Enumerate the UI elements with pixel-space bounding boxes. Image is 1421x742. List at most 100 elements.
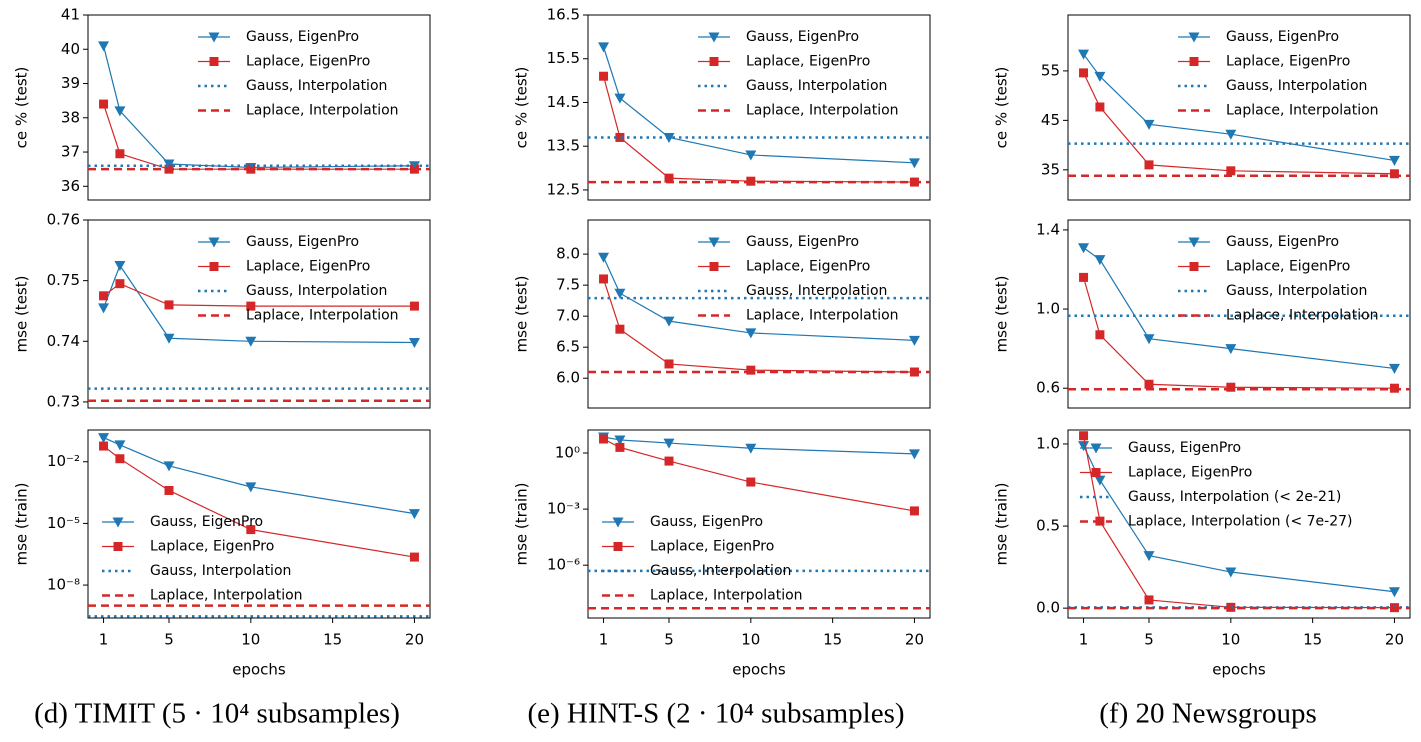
marker xyxy=(908,158,920,169)
marker xyxy=(1188,32,1200,43)
legend-label: Laplace, EigenPro xyxy=(246,259,370,275)
y-tick-label: 0.76 xyxy=(47,211,80,229)
y-tick-label: 10⁻² xyxy=(47,452,80,470)
marker xyxy=(245,336,257,347)
y-tick-label: 0.6 xyxy=(1036,379,1060,397)
legend-label: Laplace, Interpolation xyxy=(650,588,803,604)
legend-label: Laplace, Interpolation xyxy=(746,308,899,324)
y-tick-label: 45 xyxy=(1041,111,1060,129)
y-tick-label: 41 xyxy=(61,6,80,24)
caption: (f) 20 Newsgroups xyxy=(1099,698,1316,730)
y-tick-label: 0.0 xyxy=(1036,599,1060,617)
plot-frame xyxy=(1067,14,1411,201)
plot-frame xyxy=(87,14,431,201)
marker xyxy=(163,159,175,170)
marker xyxy=(1144,379,1154,389)
marker xyxy=(99,441,109,451)
marker xyxy=(246,525,256,535)
marker xyxy=(246,301,256,311)
marker xyxy=(908,449,920,460)
marker xyxy=(115,454,125,464)
marker xyxy=(112,517,124,528)
legend-label: Gauss, EigenPro xyxy=(746,29,859,45)
y-axis-label: mse (train) xyxy=(513,482,531,565)
legend-label: Laplace, Interpolation xyxy=(246,103,399,119)
marker xyxy=(614,435,626,446)
y-axis-label: mse (test) xyxy=(513,276,531,353)
y-tick-label: 0.73 xyxy=(47,392,80,410)
y-tick-label: 10⁻⁸ xyxy=(47,576,80,594)
plot-frame xyxy=(587,219,931,409)
legend-label: Laplace, EigenPro xyxy=(1226,259,1350,275)
marker xyxy=(599,71,609,81)
marker xyxy=(664,456,674,466)
y-tick-label: 15.5 xyxy=(547,49,580,67)
marker xyxy=(1095,330,1105,340)
legend-label: Gauss, EigenPro xyxy=(650,514,763,530)
legend-label: Gauss, Interpolation xyxy=(746,78,887,94)
marker xyxy=(1189,262,1199,271)
marker xyxy=(114,440,126,451)
legend-label: Laplace, Interpolation xyxy=(1226,308,1379,324)
marker xyxy=(208,237,220,248)
x-tick-label: 1 xyxy=(1079,631,1089,649)
marker xyxy=(614,288,626,299)
y-axis-label: mse (train) xyxy=(13,482,31,565)
x-tick-label: 1 xyxy=(599,631,609,649)
y-tick-label: 10⁰ xyxy=(555,444,580,462)
legend-label: Laplace, Interpolation (< 7e-27) xyxy=(1128,514,1353,530)
y-tick-label: 7.0 xyxy=(556,307,580,325)
marker xyxy=(163,333,175,344)
marker xyxy=(209,57,219,66)
marker xyxy=(1226,166,1236,176)
marker xyxy=(613,542,623,551)
x-tick-label: 20 xyxy=(905,631,924,649)
marker xyxy=(909,506,919,516)
x-tick-label: 10 xyxy=(241,631,260,649)
y-tick-label: 0.74 xyxy=(47,332,80,350)
marker xyxy=(1143,334,1155,345)
marker xyxy=(1388,155,1400,166)
y-tick-label: 10⁻³ xyxy=(547,500,580,518)
legend-label: Gauss, EigenPro xyxy=(1226,29,1339,45)
caption: (d) TIMIT (5 · 10⁴ subsamples) xyxy=(34,698,400,730)
marker xyxy=(1143,119,1155,130)
legend-label: Gauss, Interpolation xyxy=(650,563,791,579)
marker xyxy=(1094,255,1106,266)
marker xyxy=(615,442,625,452)
series-line xyxy=(102,264,415,344)
legend-label: Gauss, EigenPro xyxy=(150,514,263,530)
marker xyxy=(164,485,174,495)
marker xyxy=(1225,567,1237,578)
legend-label: Laplace, Interpolation xyxy=(246,308,399,324)
legend-label: Gauss, EigenPro xyxy=(1226,234,1339,250)
legend-label: Laplace, EigenPro xyxy=(650,539,774,555)
y-tick-label: 40 xyxy=(61,40,80,58)
legend-label: Gauss, Interpolation xyxy=(1226,283,1367,299)
series-line xyxy=(603,438,915,512)
x-tick-label: 5 xyxy=(164,631,174,649)
caption: (e) HINT-S (2 · 10⁴ subsamples) xyxy=(527,698,904,730)
y-axis-label: ce % (test) xyxy=(13,67,31,149)
legend-label: Laplace, Interpolation xyxy=(1226,103,1379,119)
x-tick-label: 15 xyxy=(323,631,342,649)
marker xyxy=(745,150,757,161)
y-tick-label: 8.0 xyxy=(556,245,580,263)
marker xyxy=(1389,169,1399,179)
y-tick-label: 10⁻⁵ xyxy=(47,514,80,532)
marker xyxy=(1226,382,1236,392)
marker xyxy=(209,262,219,271)
x-axis-label: epochs xyxy=(1212,661,1266,679)
marker xyxy=(1095,102,1105,112)
x-tick-label: 20 xyxy=(405,631,424,649)
legend-label: Laplace, Interpolation xyxy=(746,103,899,119)
marker xyxy=(1094,71,1106,82)
legend-label: Gauss, EigenPro xyxy=(246,234,359,250)
plot-frame xyxy=(1067,429,1411,619)
marker xyxy=(708,237,720,248)
marker xyxy=(1225,129,1237,140)
marker xyxy=(98,433,110,444)
marker xyxy=(114,106,126,117)
marker xyxy=(709,57,719,66)
